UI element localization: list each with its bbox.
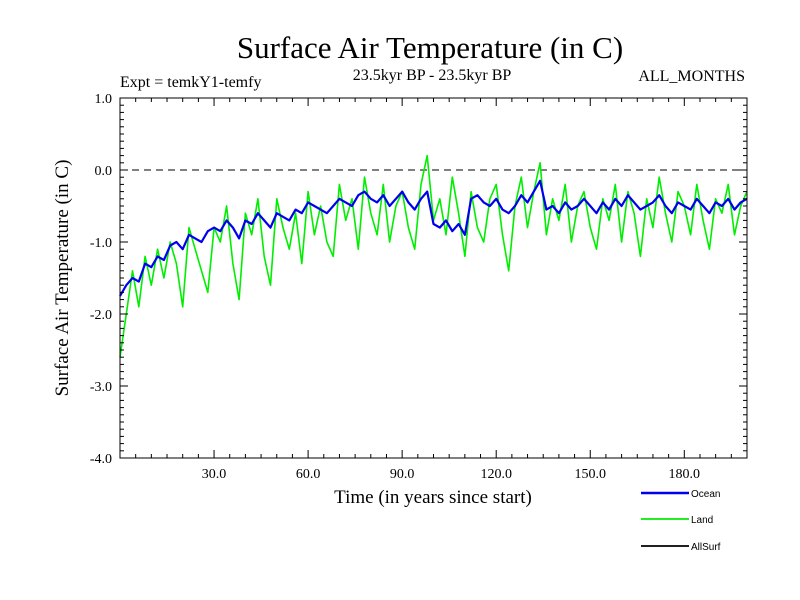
axis-ticks: 1.0 0.0 -1.0 -2.0 -3.0 -4.0 30.0 60.0 90.0 120.0 1… bbox=[90, 92, 747, 482]
x-tick-label: 90.0 bbox=[390, 467, 415, 482]
legend: Ocean Land AllSurf bbox=[641, 489, 721, 553]
x-axis-label: Time (in years since start) bbox=[334, 487, 532, 508]
y-axis-label: Surface Air Temperature (in C) bbox=[52, 160, 73, 397]
x-tick-label: 180.0 bbox=[669, 467, 701, 482]
series-line-ocean bbox=[119, 179, 748, 297]
chart-subtitle: 23.5kyr BP - 23.5kyr BP bbox=[353, 67, 512, 84]
experiment-label: Expt = temkY1-temfy bbox=[120, 74, 261, 91]
y-tick-label: 0.0 bbox=[95, 164, 113, 179]
x-tick-label: 30.0 bbox=[202, 467, 227, 482]
y-tick-label: -1.0 bbox=[90, 236, 112, 251]
x-tick-label: 150.0 bbox=[575, 467, 607, 482]
x-tick-label: 60.0 bbox=[296, 467, 321, 482]
legend-label-allsurf: AllSurf bbox=[691, 542, 721, 553]
y-tick-label: -3.0 bbox=[90, 380, 112, 395]
legend-label-ocean: Ocean bbox=[691, 489, 720, 500]
plot-area bbox=[119, 154, 748, 358]
plot-frame bbox=[119, 97, 748, 459]
legend-label-land: Land bbox=[691, 515, 713, 526]
chart-title: Surface Air Temperature (in C) bbox=[237, 30, 623, 65]
series-line-land bbox=[119, 154, 748, 358]
y-tick-label: -2.0 bbox=[90, 308, 112, 323]
y-tick-label: 1.0 bbox=[95, 92, 113, 107]
period-label: ALL_MONTHS bbox=[638, 68, 745, 85]
x-tick-label: 120.0 bbox=[480, 467, 512, 482]
y-tick-label: -4.0 bbox=[90, 452, 112, 467]
